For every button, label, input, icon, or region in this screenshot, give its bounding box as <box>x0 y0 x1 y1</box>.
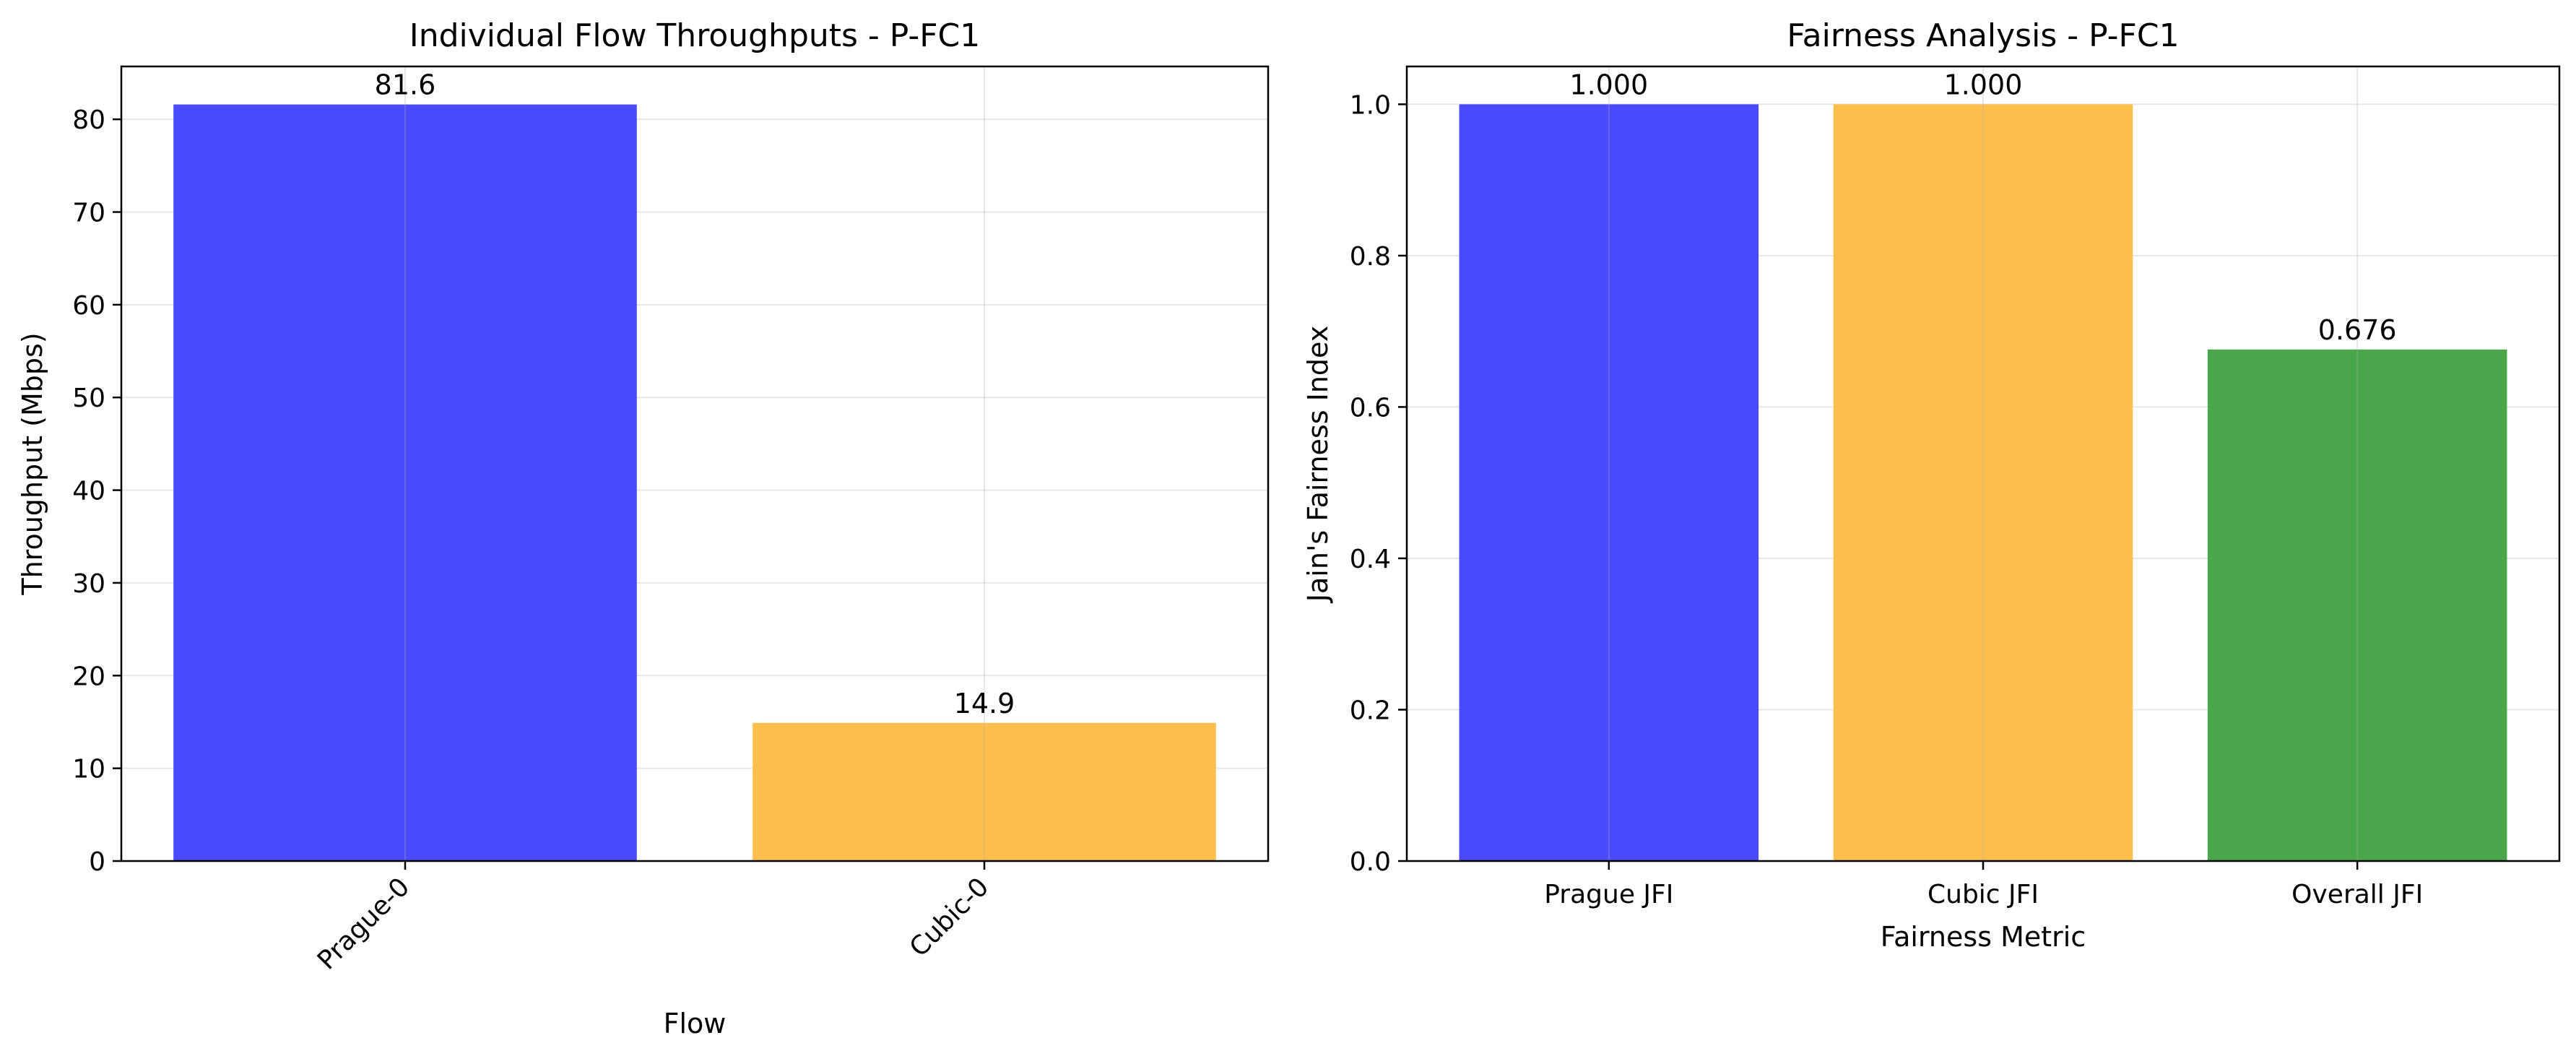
y-tick-label: 50 <box>72 384 105 413</box>
y-tick-label: 20 <box>72 662 105 691</box>
x-tick-label: Prague-0 <box>312 872 415 975</box>
x-axis-label: Fairness Metric <box>1881 921 2086 953</box>
x-axis-label: Flow <box>664 1008 727 1039</box>
y-tick-label: 0 <box>89 847 105 877</box>
y-tick-label: 0.4 <box>1350 545 1391 574</box>
y-tick-label: 80 <box>72 105 105 135</box>
y-tick-label: 0.8 <box>1350 242 1391 272</box>
bar-prague-0 <box>173 104 637 861</box>
chart-title: Fairness Analysis - P-FC1 <box>1787 17 2179 54</box>
y-tick-label: 0.0 <box>1350 847 1391 877</box>
y-tick-label: 40 <box>72 477 105 506</box>
data-label: 14.9 <box>954 688 1015 719</box>
data-label: 0.676 <box>2318 314 2397 346</box>
bar-prague-jfi <box>1459 104 1759 861</box>
y-tick-label: 10 <box>72 755 105 784</box>
x-tick-label: Prague JFI <box>1544 880 1673 909</box>
chart-title: Individual Flow Throughputs - P-FC1 <box>409 17 981 54</box>
data-label: 1.000 <box>1944 69 2023 100</box>
data-label: 81.6 <box>375 69 436 101</box>
y-tick-label: 0.2 <box>1350 696 1391 725</box>
y-tick-label: 0.6 <box>1350 393 1391 423</box>
data-label: 1.000 <box>1569 69 1648 100</box>
y-tick-label: 60 <box>72 291 105 321</box>
y-axis-label: Throughput (Mbps) <box>17 332 48 595</box>
y-axis-label: Jain's Fairness Index <box>1302 326 1334 603</box>
y-tick-label: 70 <box>72 199 105 228</box>
bar-cubic-jfi <box>1833 104 2133 861</box>
x-tick-label: Overall JFI <box>2291 880 2423 909</box>
x-tick-label: Cubic-0 <box>904 872 995 963</box>
bar-overall-jfi <box>2207 349 2507 861</box>
y-tick-label: 1.0 <box>1350 90 1391 120</box>
plot-frame <box>120 65 1270 862</box>
bar-cubic-0 <box>753 722 1216 861</box>
y-tick-label: 30 <box>72 569 105 599</box>
x-tick-label: Cubic JFI <box>1927 880 2039 909</box>
